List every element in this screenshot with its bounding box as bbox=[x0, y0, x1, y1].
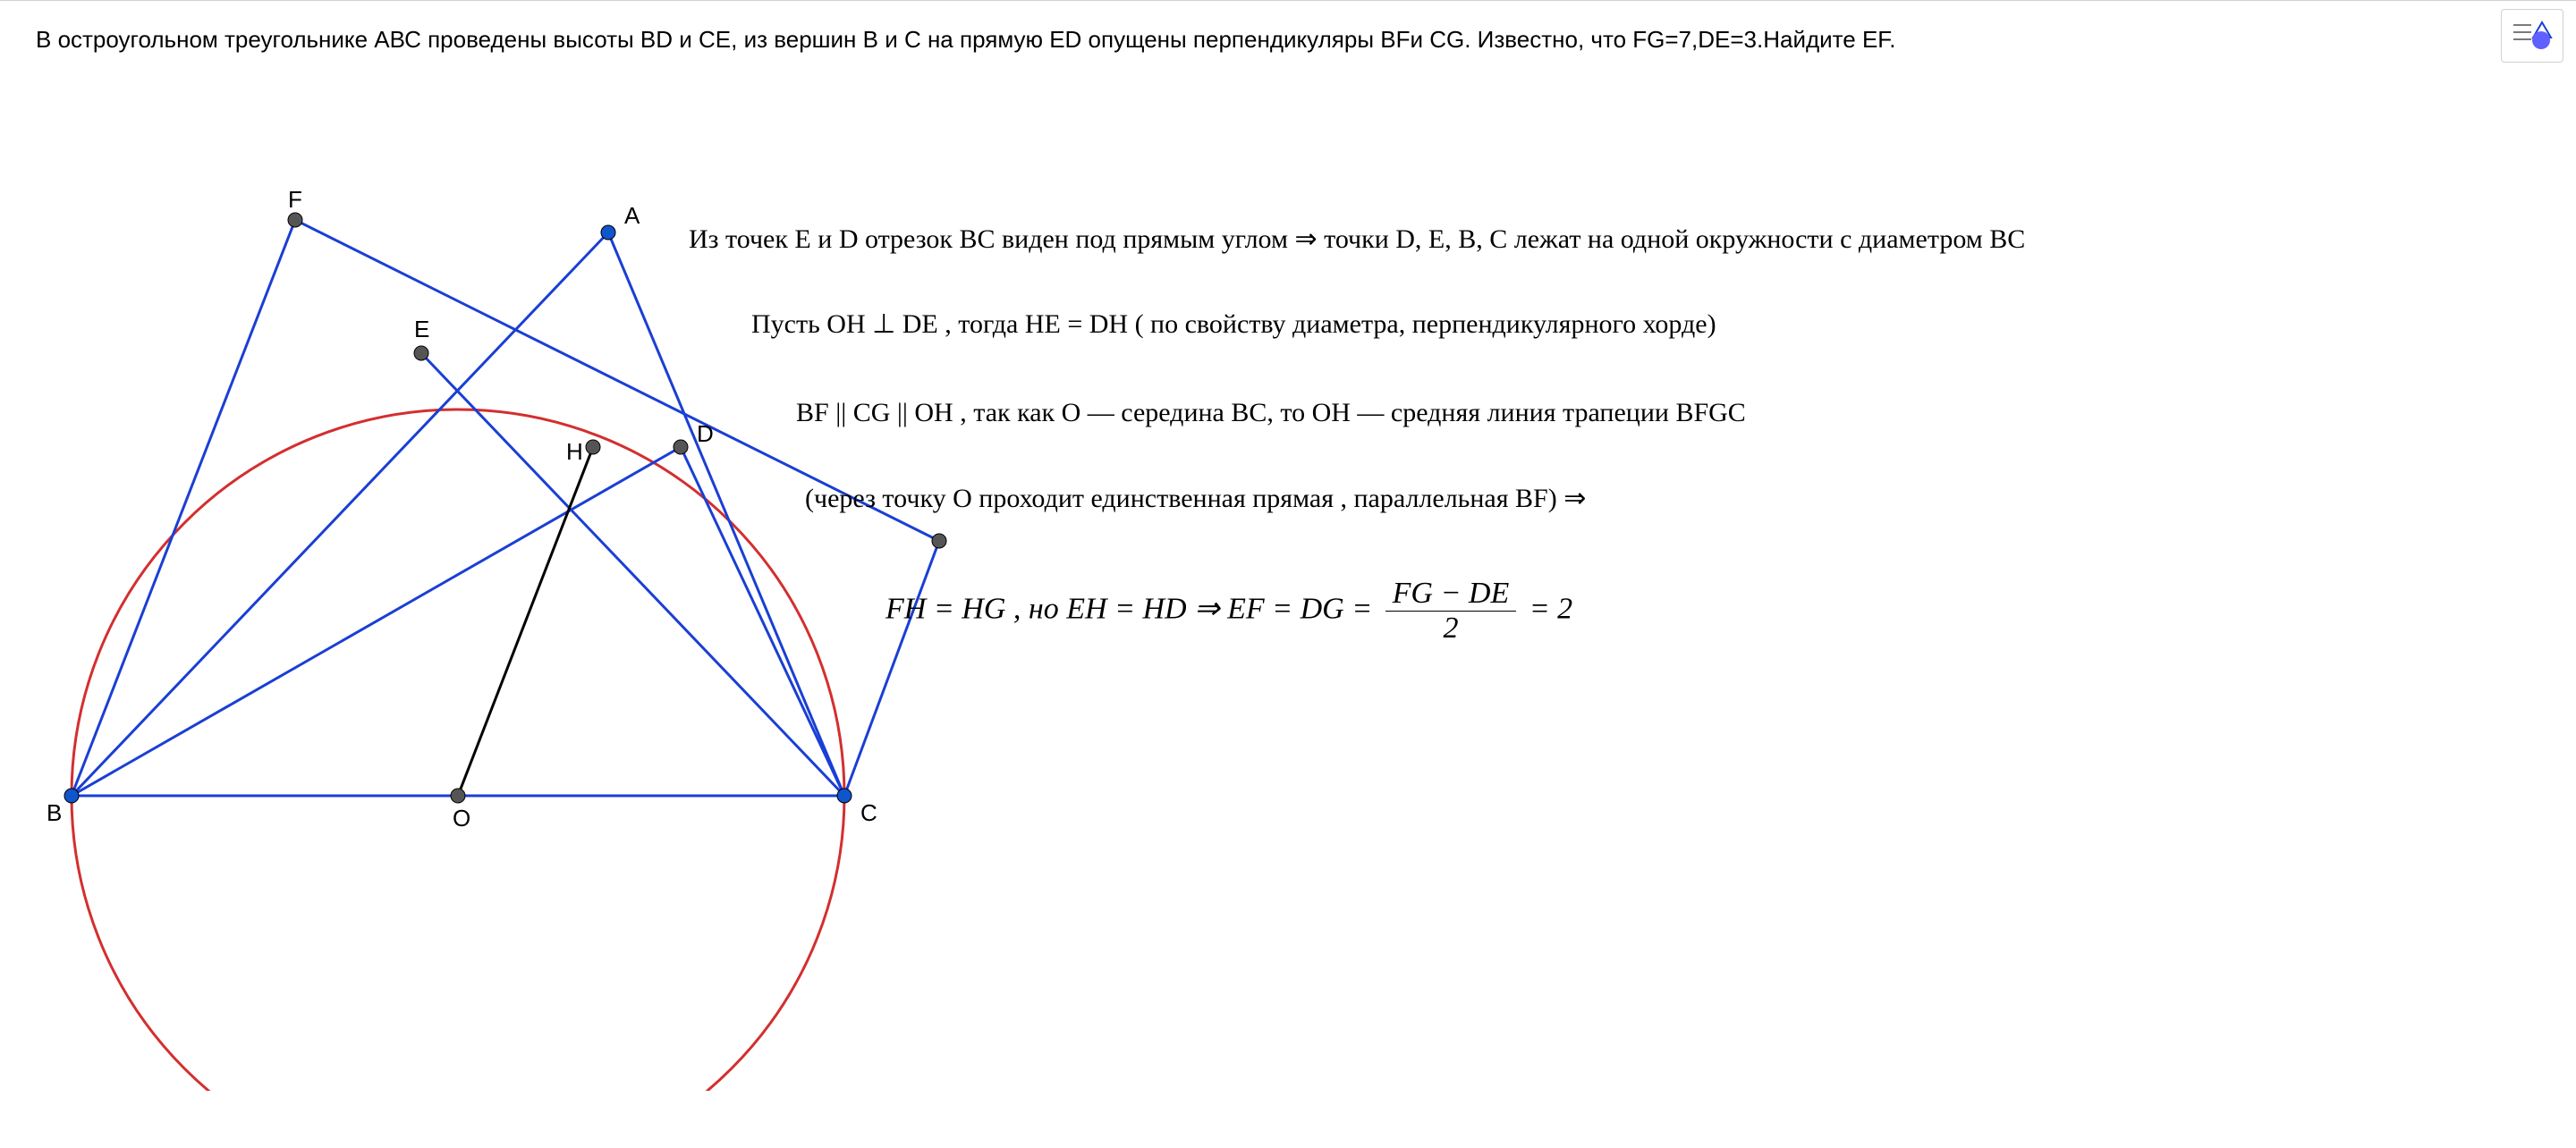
solution-line-4: (через точку O проходит единственная пря… bbox=[805, 483, 1586, 514]
toolbar-button[interactable] bbox=[2501, 9, 2563, 63]
eq-suffix: = 2 bbox=[1530, 592, 1572, 625]
svg-text:A: A bbox=[624, 202, 640, 229]
top-border bbox=[0, 0, 2576, 1]
svg-text:H: H bbox=[566, 438, 583, 465]
solution-line-5: FH = HG , но EH = HD ⇒ EF = DG = FG − DE… bbox=[886, 577, 1572, 646]
svg-text:O: O bbox=[453, 805, 470, 831]
svg-text:D: D bbox=[697, 420, 714, 447]
solution-line-3: BF || CG || OH , так как O — середина BC… bbox=[796, 398, 1746, 428]
eq-denominator: 2 bbox=[1385, 612, 1517, 646]
eq-fraction: FG − DE 2 bbox=[1385, 577, 1517, 646]
toolbar-icon bbox=[2510, 18, 2555, 54]
problem-statement: В остроугольном треугольнике АВС проведе… bbox=[36, 23, 2469, 55]
eq-numerator: FG − DE bbox=[1385, 577, 1517, 612]
solution-line-1: Из точек E и D отрезок BC виден под прям… bbox=[689, 224, 2025, 255]
solution-line-2: Пусть OH ⊥ DE , тогда HE = DH ( по свойс… bbox=[751, 308, 1716, 340]
svg-text:F: F bbox=[288, 186, 302, 213]
svg-text:E: E bbox=[414, 316, 429, 342]
svg-text:B: B bbox=[47, 799, 62, 826]
svg-text:C: C bbox=[860, 799, 877, 826]
eq-prefix: FH = HG , но EH = HD ⇒ EF = DG = bbox=[886, 592, 1380, 625]
